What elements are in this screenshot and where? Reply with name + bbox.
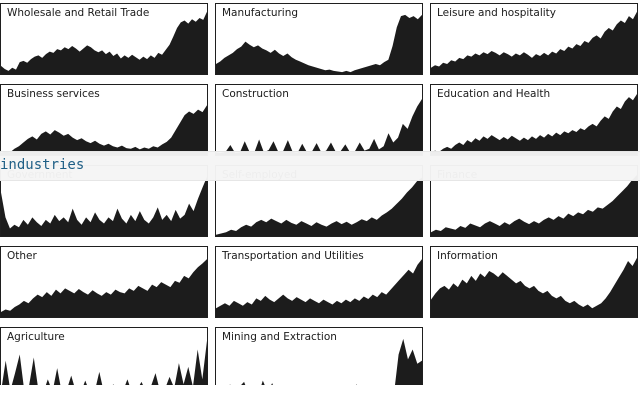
panel-title: Transportation and Utilities [222, 250, 364, 262]
panel-title: Other [7, 250, 37, 262]
panel-title: Mining and Extraction [222, 331, 337, 343]
panel-title: Business services [7, 88, 100, 100]
panel-title: Agriculture [7, 331, 65, 343]
area-series [1, 176, 207, 236]
area-chart [216, 177, 422, 236]
panel-transportation-and-utilities: Transportation and Utilities [215, 246, 423, 318]
bottom-clip-strip [0, 385, 640, 400]
area-series [431, 257, 637, 317]
panel-information: Information [430, 246, 638, 318]
area-series [1, 259, 207, 317]
area-series [216, 177, 422, 236]
area-chart [431, 257, 637, 317]
area-series [431, 11, 637, 74]
area-series [431, 94, 637, 155]
panel-title: Leisure and hospitality [437, 7, 556, 19]
area-series [216, 99, 422, 155]
search-overlay-bar: industries [0, 151, 640, 181]
panel-title: Wholesale and Retail Trade [7, 7, 150, 19]
area-chart [1, 176, 207, 236]
panel-title: Education and Health [437, 88, 551, 100]
area-chart [216, 14, 422, 74]
overlay-text: industries [0, 157, 85, 173]
area-chart [431, 11, 637, 74]
area-series [1, 105, 207, 155]
panel-leisure-and-hospitality: Leisure and hospitality [430, 3, 638, 75]
panel-title: Information [437, 250, 498, 262]
panel-wholesale-and-retail-trade: Wholesale and Retail Trade [0, 3, 208, 75]
area-series [431, 175, 637, 236]
area-chart [216, 99, 422, 155]
area-chart [1, 259, 207, 317]
area-chart [431, 94, 637, 155]
area-series [1, 340, 207, 398]
panel-manufacturing: Manufacturing [215, 3, 423, 75]
area-series [216, 14, 422, 74]
area-series [216, 259, 422, 317]
panel-title: Manufacturing [222, 7, 299, 19]
panel-education-and-health: Education and Health [430, 84, 638, 156]
area-chart [431, 175, 637, 236]
area-chart [1, 105, 207, 155]
panel-construction: Construction [215, 84, 423, 156]
area-series [1, 11, 207, 74]
area-chart [216, 259, 422, 317]
panel-business-services: Business services [0, 84, 208, 156]
area-chart [1, 11, 207, 74]
panel-title: Construction [222, 88, 289, 100]
area-chart [1, 340, 207, 398]
panel-other: Other [0, 246, 208, 318]
